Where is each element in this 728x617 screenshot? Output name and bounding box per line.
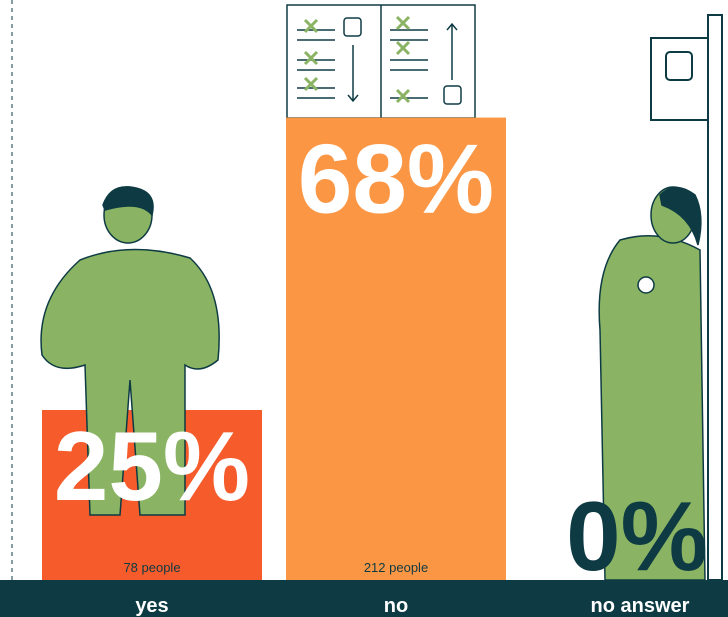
sample-label: 78 people (123, 560, 180, 575)
bar (286, 117, 506, 580)
bus-stop (650, 14, 723, 581)
sample-label: 212 people (364, 560, 428, 575)
value-label: 25% (54, 411, 250, 521)
category-label: yes (135, 595, 168, 617)
crosses (303, 15, 411, 104)
value-label: 68% (298, 124, 494, 234)
category-label: no answer (591, 595, 690, 617)
value-label: 0% (566, 481, 708, 591)
person-standing (598, 186, 706, 581)
category-label: no (384, 595, 408, 617)
category-band (0, 580, 728, 617)
person-sitting (40, 186, 220, 516)
